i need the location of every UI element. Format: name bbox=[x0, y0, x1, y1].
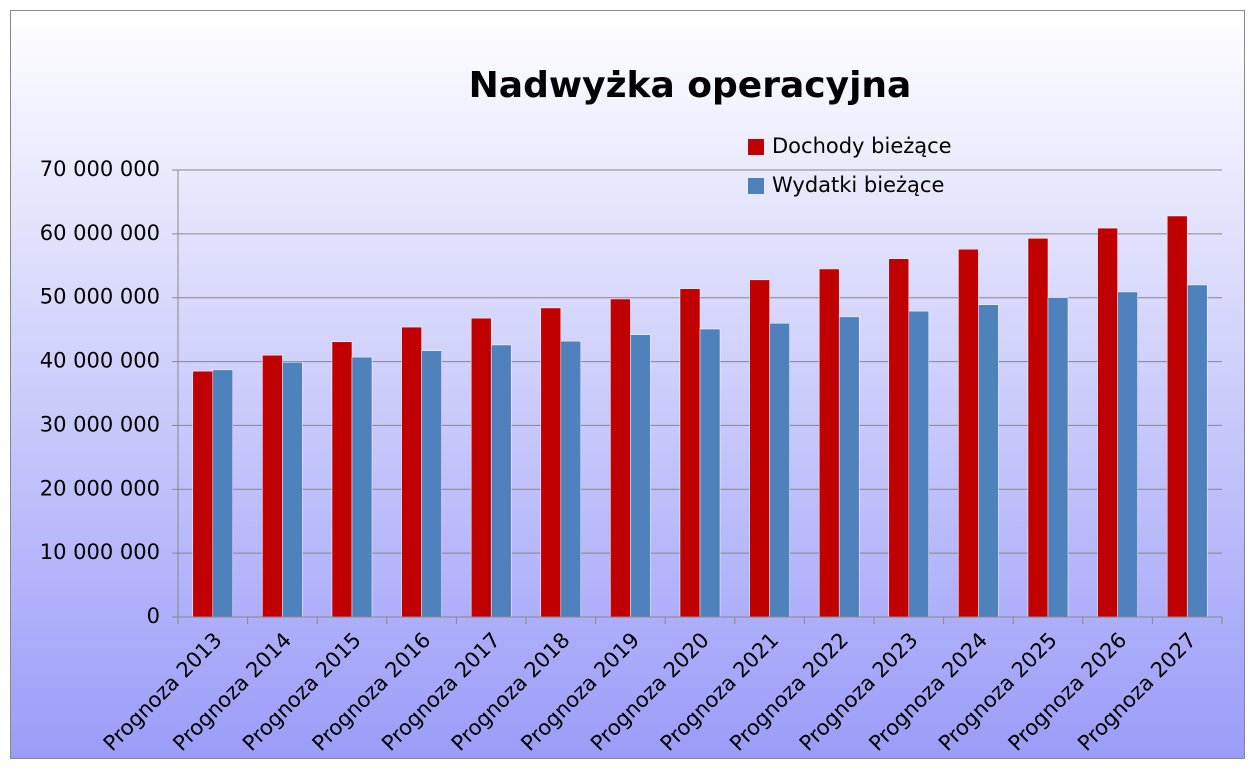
bar bbox=[1047, 297, 1069, 618]
bar bbox=[331, 341, 353, 618]
bar bbox=[192, 370, 214, 618]
bar bbox=[470, 317, 492, 618]
legend-label: Dochody bieżące bbox=[772, 134, 952, 158]
bar bbox=[978, 304, 999, 618]
y-tick-label: 70 000 000 bbox=[40, 157, 160, 181]
y-tick-label: 50 000 000 bbox=[40, 285, 160, 309]
y-tick-label: 20 000 000 bbox=[40, 476, 160, 500]
bar bbox=[212, 369, 234, 618]
bar bbox=[1117, 291, 1138, 618]
bar bbox=[560, 340, 582, 618]
chart-title: Nadwyżka operacyjna bbox=[469, 65, 912, 106]
bar bbox=[1027, 238, 1049, 618]
bar bbox=[888, 258, 910, 618]
y-tick-label: 10 000 000 bbox=[40, 540, 160, 564]
bar bbox=[282, 361, 303, 618]
y-tick-label: 30 000 000 bbox=[40, 412, 160, 436]
bar bbox=[958, 248, 979, 618]
bar bbox=[699, 328, 721, 618]
bar bbox=[1166, 215, 1188, 618]
bar bbox=[610, 298, 631, 618]
bar bbox=[908, 310, 930, 618]
bar bbox=[818, 268, 840, 618]
bar bbox=[630, 334, 651, 618]
y-tick-label: 0 bbox=[147, 604, 160, 628]
bar bbox=[769, 323, 790, 618]
bar bbox=[540, 307, 562, 618]
bar bbox=[679, 288, 701, 618]
bar bbox=[262, 354, 283, 618]
y-tick-label: 40 000 000 bbox=[40, 349, 160, 373]
bar bbox=[1186, 284, 1208, 618]
bar bbox=[1097, 227, 1118, 618]
legend-swatch bbox=[748, 178, 764, 194]
bar bbox=[749, 279, 770, 618]
legend-label: Wydatki bieżące bbox=[772, 173, 944, 197]
y-tick-label: 60 000 000 bbox=[40, 221, 160, 245]
bar bbox=[401, 326, 422, 618]
bar bbox=[490, 344, 512, 618]
bar bbox=[838, 316, 860, 618]
legend-swatch bbox=[748, 139, 764, 155]
bar bbox=[351, 356, 373, 618]
bar bbox=[421, 350, 442, 618]
